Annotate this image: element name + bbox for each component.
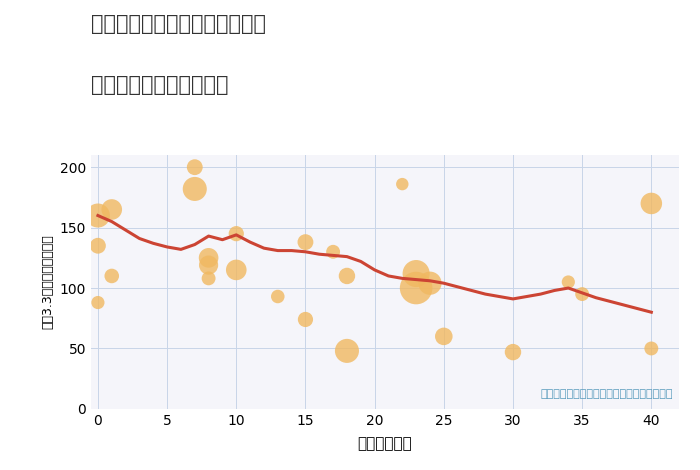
Point [438,333,449,340]
Point [92,299,104,306]
Point [106,206,118,213]
Point [92,242,104,250]
Point [189,185,200,193]
Point [272,293,284,300]
Point [328,248,339,256]
Y-axis label: 坪（3.3㎡）単価（万円）: 坪（3.3㎡）単価（万円） [41,235,54,329]
Point [563,278,574,286]
Point [342,272,353,280]
Point [231,230,242,237]
Point [342,347,353,355]
Text: 築年数別中古戸建て価格: 築年数別中古戸建て価格 [91,75,228,95]
Point [397,180,408,188]
Point [410,284,421,292]
Point [203,261,214,269]
Point [203,274,214,282]
Point [645,200,657,207]
X-axis label: 築年数（年）: 築年数（年） [358,436,412,451]
Point [577,290,588,298]
Point [410,270,421,277]
Point [300,238,311,246]
Text: 愛知県名古屋市中村区森田町の: 愛知県名古屋市中村区森田町の [91,14,266,34]
Point [424,280,435,287]
Text: 円の大きさは、取引のあった物件面積を示す: 円の大きさは、取引のあった物件面積を示す [540,389,673,399]
Point [300,316,311,323]
Point [92,212,104,219]
Point [106,272,118,280]
Point [645,345,657,352]
Point [203,254,214,262]
Point [508,348,519,356]
Point [231,266,242,274]
Point [189,164,200,171]
